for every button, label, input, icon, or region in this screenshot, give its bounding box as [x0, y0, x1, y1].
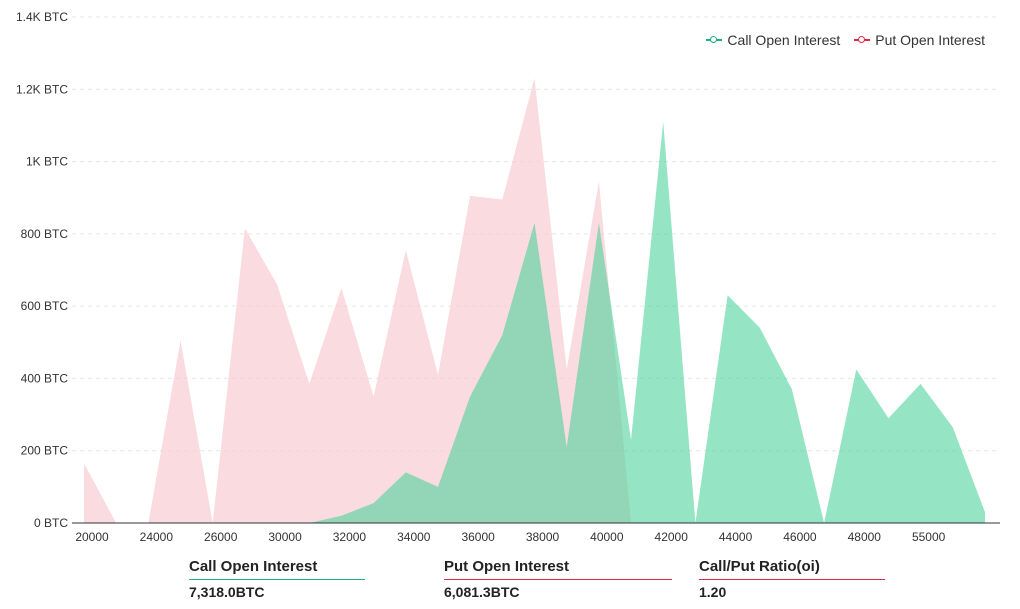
chart-legend: Call Open Interest Put Open Interest [706, 32, 985, 48]
y-tick-label: 1.2K BTC [16, 82, 68, 96]
series-areas [84, 78, 985, 524]
stat-put-value: 6,081.3BTC [444, 584, 520, 600]
y-tick-label: 1.4K BTC [16, 10, 68, 24]
x-tick-label: 38000 [526, 530, 560, 544]
stat-put-title: Put Open Interest [444, 558, 570, 575]
legend-put-marker-icon [854, 35, 871, 45]
legend-call-label: Call Open Interest [727, 32, 841, 48]
x-tick-label: 20000 [75, 530, 109, 544]
x-tick-label: 42000 [655, 530, 689, 544]
open-interest-chart: 0 BTC 200 BTC 400 BTC 600 BTC 800 BTC 1K BTC 1… [16, 10, 1000, 544]
x-tick-label: 46000 [783, 530, 817, 544]
stat-call-value: 7,318.0BTC [189, 584, 265, 600]
y-tick-label: 400 BTC [21, 371, 69, 385]
legend-item-put[interactable]: Put Open Interest [854, 32, 985, 48]
stat-ratio-value: 1.20 [699, 584, 727, 600]
x-tick-label: 34000 [397, 530, 431, 544]
y-axis: 0 BTC 200 BTC 400 BTC 600 BTC 800 BTC 1K BTC 1… [16, 10, 68, 530]
x-tick-label: 55000 [912, 530, 946, 544]
stat-ratio-title: Call/Put Ratio(oi) [699, 558, 820, 575]
x-tick-label: 44000 [719, 530, 753, 544]
call-open-interest-area[interactable] [84, 121, 985, 524]
y-tick-label: 0 BTC [34, 516, 68, 530]
legend-put-label: Put Open Interest [875, 32, 985, 48]
stat-call-title: Call Open Interest [189, 558, 318, 575]
y-tick-label: 600 BTC [21, 299, 69, 313]
stat-call-put-ratio: Call/Put Ratio(oi) 1.20 [699, 558, 885, 600]
stat-put-open-interest: Put Open Interest 6,081.3BTC [444, 558, 672, 600]
x-tick-label: 32000 [333, 530, 367, 544]
x-axis: 20000 24000 26000 30000 32000 34000 36000 38000… [72, 522, 1000, 544]
y-tick-label: 200 BTC [21, 444, 69, 458]
x-tick-label: 26000 [204, 530, 238, 544]
stat-put-underline [444, 579, 672, 580]
y-tick-label: 800 BTC [21, 227, 69, 241]
stat-call-open-interest: Call Open Interest 7,318.0BTC [189, 558, 365, 600]
legend-item-call[interactable]: Call Open Interest [706, 32, 840, 48]
stat-call-underline [189, 579, 365, 580]
x-tick-label: 48000 [848, 530, 882, 544]
x-tick-label: 30000 [268, 530, 302, 544]
x-tick-label: 36000 [461, 530, 495, 544]
x-tick-label: 40000 [590, 530, 624, 544]
y-tick-label: 1K BTC [26, 155, 68, 169]
stat-ratio-underline [699, 579, 885, 580]
legend-call-marker-icon [706, 35, 723, 45]
summary-stats: Call Open Interest 7,318.0BTC Put Open I… [0, 558, 1020, 608]
x-tick-label: 24000 [140, 530, 174, 544]
